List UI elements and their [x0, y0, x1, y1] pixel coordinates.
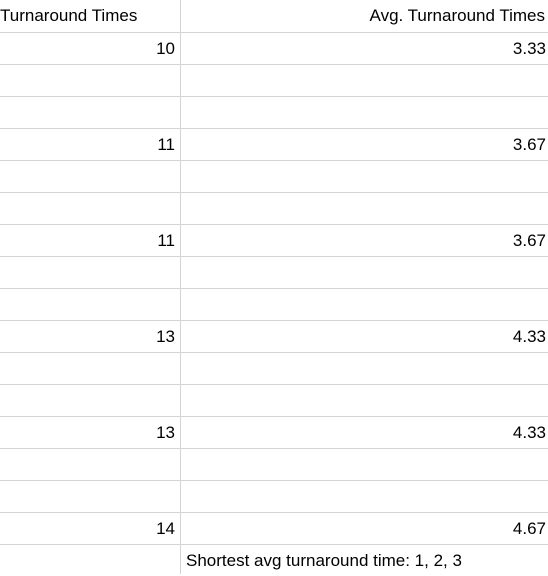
turnaround-time-cell[interactable] — [0, 161, 181, 193]
table-row — [0, 481, 548, 513]
avg-turnaround-time-cell[interactable] — [181, 65, 548, 97]
table-row: 14 4.67 — [0, 513, 548, 545]
turnaround-time-cell[interactable] — [0, 193, 181, 225]
avg-turnaround-time-cell[interactable] — [181, 161, 548, 193]
avg-turnaround-time-cell[interactable]: 3.33 — [181, 33, 548, 65]
turnaround-time-cell[interactable] — [0, 97, 181, 129]
turnaround-time-cell[interactable] — [0, 481, 181, 513]
avg-turnaround-time-cell[interactable] — [181, 353, 548, 385]
header-avg-turnaround-times[interactable]: Avg. Turnaround Times — [181, 0, 548, 33]
shortest-avg-turnaround-note[interactable]: Shortest avg turnaround time: 1, 2, 3 — [186, 551, 462, 570]
table-row: 10 3.33 — [0, 33, 548, 65]
turnaround-time-cell[interactable] — [0, 289, 181, 321]
avg-turnaround-time-cell[interactable] — [181, 193, 548, 225]
avg-turnaround-time-cell[interactable] — [181, 257, 548, 289]
header-turnaround-times[interactable]: Turnaround Times — [0, 0, 181, 33]
table-row — [0, 65, 548, 97]
turnaround-time-cell[interactable] — [0, 449, 181, 481]
avg-turnaround-time-cell[interactable]: 3.67 — [181, 129, 548, 161]
turnaround-time-cell[interactable]: 11 — [0, 225, 181, 257]
turnaround-time-cell[interactable] — [0, 385, 181, 417]
turnaround-time-cell[interactable]: 10 — [0, 33, 181, 65]
table-row: 11 3.67 — [0, 129, 548, 161]
avg-turnaround-time-cell[interactable] — [181, 385, 548, 417]
avg-turnaround-time-cell[interactable]: 4.33 — [181, 417, 548, 449]
table-row — [0, 449, 548, 481]
header-row: Turnaround Times Avg. Turnaround Times — [0, 0, 548, 33]
avg-turnaround-time-cell[interactable]: 3.67 — [181, 225, 548, 257]
table-row — [0, 161, 548, 193]
avg-turnaround-time-cell[interactable] — [181, 449, 548, 481]
avg-turnaround-time-cell[interactable] — [181, 289, 548, 321]
table-row: 13 4.33 — [0, 417, 548, 449]
avg-turnaround-time-cell[interactable] — [181, 97, 548, 129]
avg-turnaround-time-cell[interactable]: 4.67 — [181, 513, 548, 545]
table-row — [0, 193, 548, 225]
note-row: Shortest avg turnaround time: 1, 2, 3 — [0, 545, 548, 574]
avg-turnaround-time-cell[interactable]: 4.33 — [181, 321, 548, 353]
table-row: 13 4.33 — [0, 321, 548, 353]
table-row — [0, 257, 548, 289]
turnaround-time-cell[interactable]: 14 — [0, 513, 181, 545]
avg-turnaround-time-cell[interactable] — [181, 481, 548, 513]
turnaround-time-cell[interactable] — [0, 353, 181, 385]
table-row — [0, 385, 548, 417]
table-row — [0, 97, 548, 129]
table-row: 11 3.67 — [0, 225, 548, 257]
turnaround-time-cell[interactable] — [0, 257, 181, 289]
turnaround-time-cell[interactable]: 11 — [0, 129, 181, 161]
table-row — [0, 289, 548, 321]
turnaround-time-cell[interactable]: 13 — [0, 417, 181, 449]
turnaround-time-cell[interactable]: 13 — [0, 321, 181, 353]
turnaround-time-cell[interactable] — [0, 65, 181, 97]
empty-cell[interactable] — [0, 545, 181, 574]
table-row — [0, 353, 548, 385]
